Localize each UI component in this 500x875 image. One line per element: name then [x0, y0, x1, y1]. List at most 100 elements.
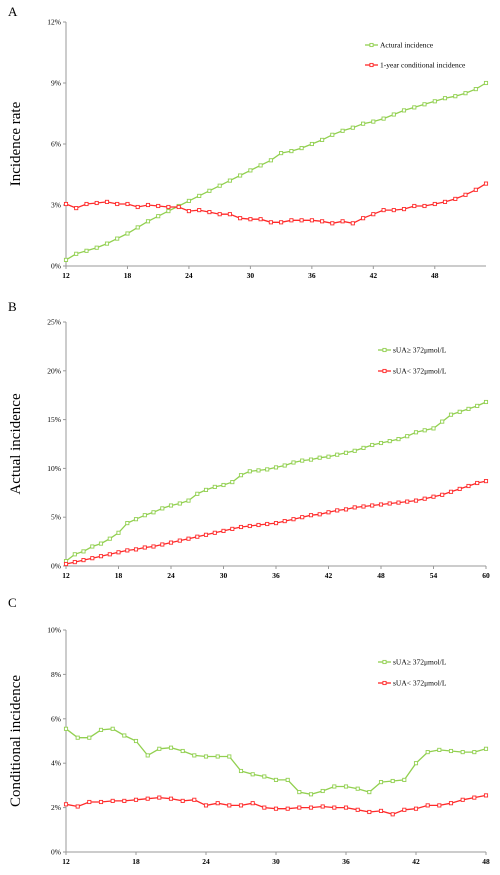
- panel-c-series-1-point: [355, 786, 360, 791]
- panel-c-series-2-point: [285, 806, 290, 811]
- panel-a-series-1-point: [453, 94, 458, 99]
- panel-c-series-2-point: [262, 805, 267, 810]
- panel-b-series-2-point: [195, 534, 200, 539]
- panel-b-x-tick-label: 42: [325, 571, 333, 580]
- panel-b-series-1-point: [186, 498, 191, 503]
- panel-a-series-2-point: [279, 220, 284, 225]
- panel-a-series-1-point: [227, 178, 232, 183]
- panel-a-series-1-point: [197, 193, 202, 198]
- panel-a-series-1-point: [115, 236, 120, 241]
- panel-b-series-2-point: [405, 499, 410, 504]
- panel-c-series-1-line: [65, 728, 487, 795]
- panel-b-series-1-point: [457, 409, 462, 414]
- panel-a-series-1-point: [473, 87, 478, 92]
- panel-a-series-1-point: [258, 163, 263, 168]
- panel-c-y-tick-label: 10%: [47, 626, 61, 635]
- panel-c-series-1-point: [343, 784, 349, 789]
- panel-b-series-1-point: [98, 541, 104, 546]
- panel-b-series-2-point: [326, 510, 331, 515]
- panel-b-series-1-point: [72, 552, 77, 557]
- panel-c-series-1-point: [378, 780, 384, 785]
- panel-a-series-2-point: [463, 192, 468, 197]
- panel-c-series-2-point: [157, 795, 162, 800]
- panel-c-series-1-point: [250, 772, 255, 777]
- panel-a-series-1-point: [401, 108, 407, 113]
- panel-a-series-1-point: [63, 257, 69, 262]
- panel-c-series-2-point: [215, 801, 220, 806]
- panel-b-series-1-point: [308, 457, 314, 462]
- panel-c-series-1-point: [215, 754, 220, 759]
- panel-b-series-2-point: [133, 547, 139, 552]
- panel-c-series-2-point: [180, 798, 185, 803]
- panel-a-series-1-point: [268, 158, 273, 163]
- panel-b-series-2-point: [107, 552, 112, 557]
- panel-a-series-2-point: [94, 200, 99, 206]
- panel-a-letter: A: [8, 4, 18, 19]
- panel-a-y-tick-label: 0%: [51, 262, 61, 271]
- panel-c-series-1-point: [180, 748, 185, 754]
- panel-c-series-2-point: [448, 801, 454, 806]
- panel-b-series-1-point: [475, 403, 480, 408]
- panel-c-series-1-point: [227, 754, 232, 759]
- panel-a-series-2-point: [84, 201, 89, 207]
- panel-b-y-tick-label: 25%: [47, 318, 61, 327]
- panel-a-series-2-point: [227, 212, 232, 217]
- panel-a-x-tick-label: 18: [124, 271, 132, 280]
- panel-b-series-2-point: [475, 480, 480, 486]
- panel-c-legend-label-1: sUA≥ 372μmol/L: [393, 658, 447, 667]
- panel-b-series-2-point: [203, 532, 209, 537]
- panel-b-series-1-point: [405, 434, 410, 439]
- panel-b-series-2-point: [238, 524, 244, 530]
- panel-b-series-2-point: [63, 561, 69, 567]
- panel-b-series-2-point: [282, 519, 287, 524]
- panel-b-x-tick-label: 12: [62, 571, 70, 580]
- panel-a-series-1-point: [309, 141, 314, 147]
- panel-a-series-1-point: [361, 121, 366, 126]
- panel-c-series-2-point: [87, 799, 92, 805]
- panel-b-series-1-point: [230, 480, 235, 485]
- panel-b-y-tick-label: 10%: [47, 464, 61, 473]
- panel-b-series-1-point: [90, 544, 95, 549]
- panel-a-series-1-point: [442, 96, 448, 101]
- panel-b-series-1-point: [265, 467, 270, 472]
- panel-b-series-2-point: [212, 530, 217, 535]
- panel-c-series-1-point: [448, 748, 454, 754]
- panel-a-series-2-point: [381, 208, 386, 213]
- panel-b-x-tick-label: 54: [430, 571, 438, 580]
- panel-c-x-tick-label: 48: [482, 857, 490, 866]
- panel-b-series-1-point: [177, 501, 182, 506]
- panel-c-legend-label-2: sUA< 372μmol/L: [393, 679, 447, 688]
- panel-b-series-2-point: [265, 521, 270, 527]
- panel-c-series-1-point: [390, 778, 395, 784]
- panel-c-x-tick-label: 12: [62, 857, 70, 866]
- panel-b-series-1-point: [168, 503, 174, 508]
- panel-a-series-1-point: [350, 125, 355, 130]
- panel-a-series-2-point: [176, 204, 181, 210]
- panel-a-series-1-point: [483, 80, 489, 86]
- panel-b-series-1-point: [273, 465, 279, 470]
- panel-c-series-1-point: [367, 790, 372, 795]
- panel-a-series-2-point: [248, 217, 253, 222]
- panel-b-series-2-point: [160, 542, 165, 547]
- panel-a-series-2-point: [166, 204, 171, 210]
- panel-b-series-1-point: [361, 445, 366, 450]
- panel-c-y-tick-label: 8%: [51, 670, 61, 679]
- panel-b-series-2-point: [221, 528, 226, 533]
- panel-a-series-1-point: [320, 137, 325, 142]
- panel-a-series-2-point: [340, 219, 345, 224]
- panel-a-series-2-point: [391, 208, 396, 213]
- panel-c-y-tick-label: 4%: [51, 759, 61, 768]
- panel-b-series-1-point: [431, 426, 436, 431]
- panel-c-series-1-point: [332, 784, 337, 789]
- panel-c-y-axis-label: Conditional incidence: [8, 675, 24, 807]
- panel-b-series-2-point: [396, 500, 401, 505]
- panel-b-legend-marker-1: [382, 347, 387, 353]
- panel-b-x-tick-label: 60: [482, 571, 490, 580]
- panel-c-series-1-point: [413, 761, 419, 766]
- panel-a-series-2-point: [401, 207, 407, 212]
- panel-b-y-axis-label: Actual incidence: [8, 393, 24, 495]
- panel-c-y-tick-label: 0%: [51, 848, 61, 857]
- panel-b-series-1-point: [256, 468, 261, 473]
- panel-c-series-2-point: [98, 799, 104, 805]
- panel-b-series-2-point: [72, 560, 77, 565]
